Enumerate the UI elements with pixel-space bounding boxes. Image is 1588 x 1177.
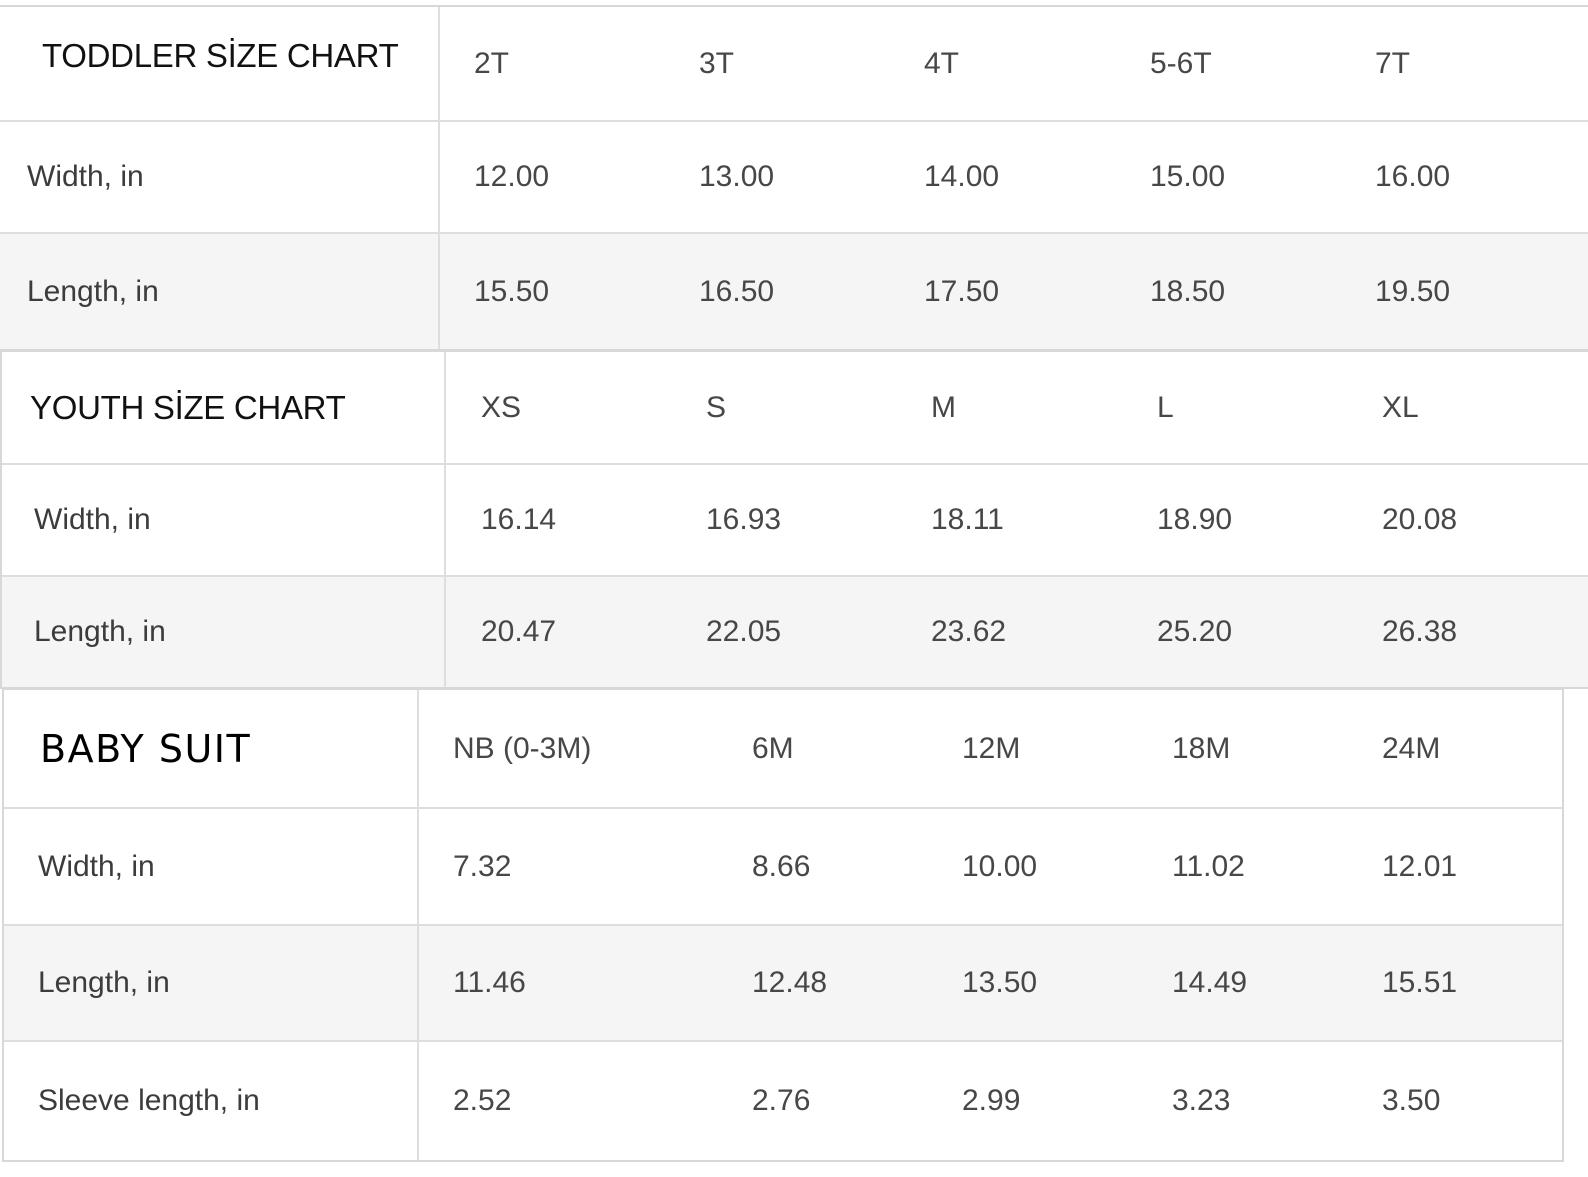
table-cell: 11.46 — [418, 925, 718, 1041]
table-cell: 10.00 — [962, 849, 1038, 883]
toddler-table: TODDLER SİZE CHART 2T 3T 4T 5-6T 7T Widt… — [0, 7, 1588, 349]
table-cell: 15.50 — [439, 233, 665, 349]
table-cell: 2.52 — [453, 1084, 512, 1117]
baby-table: BABY SUIT NB (0-3M) 6M 12M 18M 24M Width… — [4, 690, 1562, 1160]
size-header: 4T — [924, 46, 960, 80]
table-cell: 16.50 — [665, 233, 890, 349]
size-header: L — [1157, 390, 1174, 424]
table-cell: 8.66 — [752, 849, 811, 883]
table-cell: 14.00 — [924, 160, 1000, 193]
youth-table: YOUTH SİZE CHART XS S M L XL Width, in 1… — [2, 352, 1588, 687]
size-header: 18M — [1172, 731, 1231, 765]
table-row: Length, in 20.47 22.05 23.62 25.20 26.38 — [2, 576, 1588, 687]
table-row: Length, in 15.50 16.50 17.50 18.50 19.50 — [0, 233, 1588, 349]
row-label: Width, in — [0, 121, 440, 233]
table-row: Sleeve length, in 2.52 2.76 2.99 3.23 3.… — [4, 1041, 1562, 1160]
size-header: 24M — [1382, 731, 1441, 765]
size-header: 2T — [474, 46, 510, 80]
table-cell: 11.02 — [1172, 849, 1245, 883]
row-label: Sleeve length, in — [4, 1041, 419, 1160]
table-row: Length, in 11.46 12.48 13.50 14.49 15.51 — [4, 925, 1562, 1041]
row-label: Length, in — [2, 576, 446, 687]
table-cell: 18.90 — [1157, 503, 1233, 536]
row-label: Length, in — [0, 233, 440, 349]
table-cell: 2.99 — [962, 1084, 1021, 1117]
table-cell: 18.11 — [931, 503, 1004, 536]
table-cell: 17.50 — [890, 233, 1116, 349]
table-cell: 12.48 — [718, 925, 928, 1041]
table-row: Width, in 7.32 8.66 10.00 11.02 12.01 — [4, 808, 1562, 925]
baby-header-row: BABY SUIT NB (0-3M) 6M 12M 18M 24M — [4, 690, 1562, 808]
youth-size-chart: YOUTH SİZE CHART XS S M L XL Width, in 1… — [0, 350, 1588, 689]
table-cell: 15.51 — [1348, 925, 1562, 1041]
size-header: XS — [481, 390, 522, 424]
table-cell: 16.93 — [706, 503, 782, 536]
size-header: 3T — [699, 46, 735, 80]
table-cell: 16.00 — [1375, 160, 1451, 193]
table-cell: 3.50 — [1382, 1084, 1441, 1117]
size-header: M — [931, 390, 956, 424]
table-cell: 16.14 — [481, 503, 557, 536]
baby-suit-chart: BABY SUIT NB (0-3M) 6M 12M 18M 24M Width… — [2, 688, 1564, 1162]
toddler-size-chart: TODDLER SİZE CHART 2T 3T 4T 5-6T 7T Widt… — [0, 5, 1588, 351]
table-row: Width, in 12.00 13.00 14.00 15.00 16.00 — [0, 121, 1588, 233]
table-cell: 22.05 — [671, 576, 896, 687]
table-cell: 23.62 — [896, 576, 1122, 687]
youth-header-row: YOUTH SİZE CHART XS S M L XL — [2, 352, 1588, 464]
table-cell: 3.23 — [1172, 1084, 1231, 1117]
size-header: 6M — [752, 731, 794, 765]
table-cell: 2.76 — [752, 1084, 811, 1117]
toddler-chart-title: TODDLER SİZE CHART — [0, 7, 440, 121]
toddler-header-row: TODDLER SİZE CHART 2T 3T 4T 5-6T 7T — [0, 7, 1588, 121]
table-cell: 26.38 — [1347, 576, 1588, 687]
size-header: S — [706, 390, 727, 424]
size-header: NB (0-3M) — [453, 731, 592, 765]
table-cell: 13.00 — [699, 160, 775, 193]
size-header: XL — [1382, 390, 1419, 424]
row-label: Length, in — [4, 925, 419, 1041]
row-label: Width, in — [2, 464, 446, 576]
row-label: Width, in — [4, 808, 419, 925]
baby-chart-title: BABY SUIT — [4, 690, 419, 808]
table-row: Width, in 16.14 16.93 18.11 18.90 20.08 — [2, 464, 1588, 576]
table-cell: 20.08 — [1382, 503, 1458, 536]
table-cell: 19.50 — [1341, 233, 1588, 349]
table-cell: 15.00 — [1150, 160, 1226, 193]
size-header: 12M — [962, 731, 1021, 765]
table-cell: 18.50 — [1116, 233, 1341, 349]
table-cell: 14.49 — [1138, 925, 1348, 1041]
table-cell: 20.47 — [445, 576, 671, 687]
table-cell: 12.01 — [1382, 849, 1458, 883]
table-cell: 12.00 — [474, 160, 550, 193]
youth-chart-title: YOUTH SİZE CHART — [2, 352, 446, 464]
size-header: 7T — [1375, 46, 1411, 80]
size-header: 5-6T — [1150, 46, 1212, 80]
table-cell: 13.50 — [928, 925, 1138, 1041]
table-cell: 7.32 — [453, 849, 512, 883]
table-cell: 25.20 — [1122, 576, 1347, 687]
